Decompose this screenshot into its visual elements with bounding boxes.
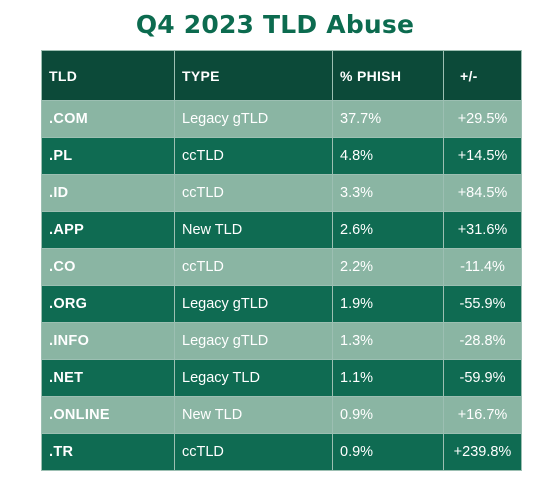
table-row: .NET Legacy TLD 1.1% -59.9%: [41, 359, 522, 397]
cell-change: +14.5%: [443, 137, 522, 175]
cell-change: -11.4%: [443, 248, 522, 286]
column-header-tld: TLD: [41, 50, 175, 101]
cell-type: New TLD: [174, 396, 333, 434]
table-row: .ID ccTLD 3.3% +84.5%: [41, 174, 522, 212]
cell-phish-percent: 0.9%: [332, 396, 444, 434]
cell-change: -59.9%: [443, 359, 522, 397]
cell-tld: .ORG: [41, 285, 175, 323]
cell-phish-percent: 0.9%: [332, 433, 444, 471]
cell-tld: .INFO: [41, 322, 175, 360]
cell-type: ccTLD: [174, 248, 333, 286]
table-row: .CO ccTLD 2.2% -11.4%: [41, 248, 522, 286]
cell-phish-percent: 1.1%: [332, 359, 444, 397]
cell-tld: .APP: [41, 211, 175, 249]
table-body: .COM Legacy gTLD 37.7% +29.5% .PL ccTLD 4.8% +1…: [41, 100, 522, 471]
table-row: .ONLINE New TLD 0.9% +16.7%: [41, 396, 522, 434]
column-header-phish: % PHISH: [332, 50, 444, 101]
cell-phish-percent: 4.8%: [332, 137, 444, 175]
column-header-change: +/-: [443, 50, 522, 101]
cell-phish-percent: 3.3%: [332, 174, 444, 212]
cell-change: +239.8%: [443, 433, 522, 471]
column-header-type: TYPE: [174, 50, 333, 101]
cell-tld: .ID: [41, 174, 175, 212]
cell-change: -55.9%: [443, 285, 522, 323]
table-row: .COM Legacy gTLD 37.7% +29.5%: [41, 100, 522, 138]
cell-tld: .TR: [41, 433, 175, 471]
cell-change: +16.7%: [443, 396, 522, 434]
cell-phish-percent: 2.6%: [332, 211, 444, 249]
table-row: .TR ccTLD 0.9% +239.8%: [41, 433, 522, 471]
table-row: .PL ccTLD 4.8% +14.5%: [41, 137, 522, 175]
cell-tld: .ONLINE: [41, 396, 175, 434]
cell-phish-percent: 2.2%: [332, 248, 444, 286]
cell-change: +84.5%: [443, 174, 522, 212]
cell-type: Legacy gTLD: [174, 100, 333, 138]
cell-phish-percent: 37.7%: [332, 100, 444, 138]
cell-type: Legacy gTLD: [174, 285, 333, 323]
tld-abuse-table: TLD TYPE % PHISH +/- .COM Legacy gTLD 37.7…: [41, 50, 522, 471]
table-row: .APP New TLD 2.6% +31.6%: [41, 211, 522, 249]
cell-phish-percent: 1.3%: [332, 322, 444, 360]
cell-type: ccTLD: [174, 137, 333, 175]
cell-type: ccTLD: [174, 433, 333, 471]
cell-change: +29.5%: [443, 100, 522, 138]
cell-change: -28.8%: [443, 322, 522, 360]
cell-type: New TLD: [174, 211, 333, 249]
page-title: Q4 2023 TLD Abuse: [135, 10, 415, 39]
cell-tld: .PL: [41, 137, 175, 175]
cell-tld: .COM: [41, 100, 175, 138]
cell-type: ccTLD: [174, 174, 333, 212]
table-row: .INFO Legacy gTLD 1.3% -28.8%: [41, 322, 522, 360]
cell-tld: .CO: [41, 248, 175, 286]
cell-type: Legacy TLD: [174, 359, 333, 397]
table-header-row: TLD TYPE % PHISH +/-: [41, 50, 522, 101]
table-row: .ORG Legacy gTLD 1.9% -55.9%: [41, 285, 522, 323]
cell-type: Legacy gTLD: [174, 322, 333, 360]
cell-phish-percent: 1.9%: [332, 285, 444, 323]
cell-tld: .NET: [41, 359, 175, 397]
cell-change: +31.6%: [443, 211, 522, 249]
